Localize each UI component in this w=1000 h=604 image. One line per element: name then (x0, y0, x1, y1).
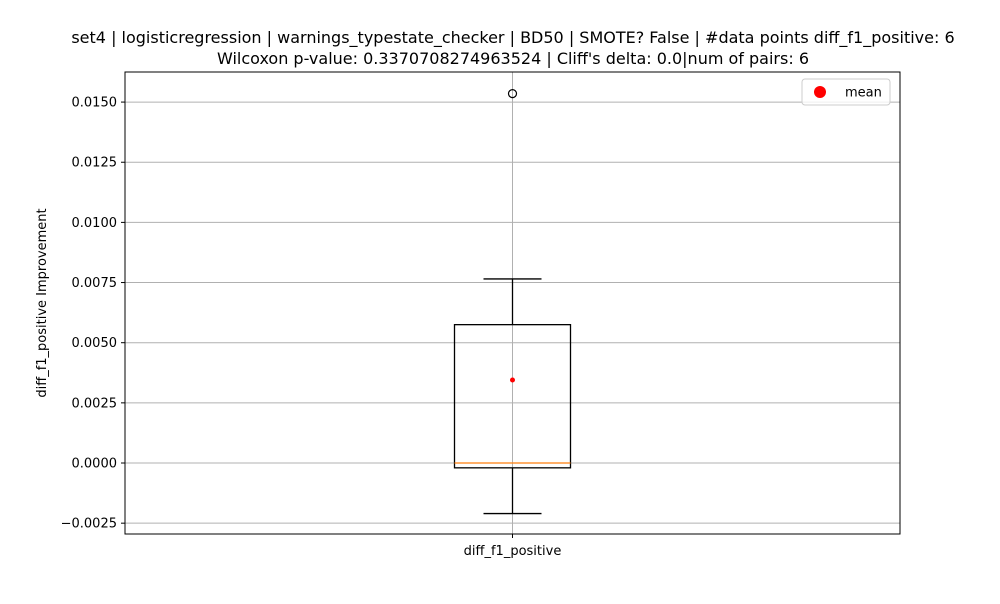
chart-title: set4 | logisticregression | warnings_typ… (71, 28, 954, 48)
y-axis-label: diff_f1_positive Improvement (35, 208, 50, 397)
y-tick-label: 0.0050 (72, 336, 118, 351)
legend-box (801, 78, 891, 106)
legend-mean-marker (814, 86, 826, 98)
plot-layer (453, 89, 572, 515)
y-tick-label: 0.0125 (72, 156, 118, 171)
legend: mean (801, 78, 891, 106)
y-tick-label: −0.0025 (61, 517, 117, 532)
y-tick-label: 0.0025 (72, 396, 118, 411)
y-tick-label: 0.0075 (72, 276, 118, 291)
x-tick-label: diff_f1_positive (464, 544, 562, 559)
y-tick-label: 0.0100 (72, 216, 118, 231)
y-tick-label: 0.0150 (72, 96, 118, 111)
mean-marker (510, 377, 515, 383)
chart-subtitle: Wilcoxon p-value: 0.3370708274963524 | C… (217, 49, 809, 68)
axis-layer: −0.0025 0.0000 0.0025 0.0050 0.0075 0.0100 0.0… (61, 71, 901, 559)
outlier-point (507, 89, 518, 99)
box-iqr (453, 324, 572, 469)
legend-label-mean: mean (845, 86, 882, 101)
y-tick-label: 0.0000 (72, 457, 118, 472)
